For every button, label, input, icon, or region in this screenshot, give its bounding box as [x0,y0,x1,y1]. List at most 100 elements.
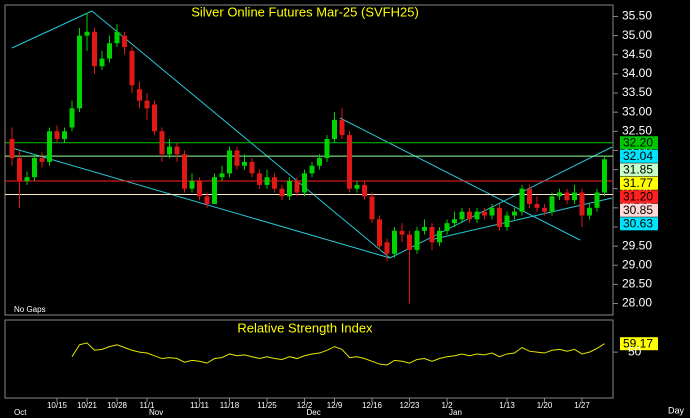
candle-body [437,230,442,243]
candle-body [302,173,307,193]
trendline [389,146,613,259]
candle-body [264,177,270,185]
price-box [620,136,658,150]
annotation: No Gaps [14,305,46,314]
candle-body [497,207,502,227]
candle-body [279,188,285,197]
candle-body [512,211,517,216]
candle-body [504,215,510,227]
candle-body [294,181,300,193]
candle-body [384,242,390,254]
x-tick-label: 12/2 [297,401,313,410]
candle-body [107,43,112,59]
candle-body [549,196,555,212]
y-tick-label: 28.00 [622,296,652,310]
month-label: Nov [149,408,163,417]
candle-body [167,146,172,155]
price-box [620,203,658,217]
candle-body [92,31,97,67]
price-box [620,149,658,163]
chart-title: Silver Online Futures Mar-25 (SVFH25) [191,4,419,19]
candle-body [362,184,367,197]
candle-body [204,196,210,205]
x-tick-label: 10/15 [47,401,68,410]
y-tick-label: 29.00 [622,257,652,271]
candle-body [572,192,577,201]
candle-body [407,234,412,250]
candle-body [159,131,165,155]
candle-body [197,181,202,197]
candle-body [317,158,322,166]
y-tick-label: 34.50 [622,47,652,61]
trendlines [11,10,613,259]
trendline [91,10,391,259]
y-tick-label: 33.00 [622,104,652,118]
x-tick-label: 12/9 [327,401,343,410]
rsi-value-box [620,337,658,351]
candle-body [62,131,67,139]
candle-body [174,146,180,155]
candle-body [489,207,495,216]
candle-body [414,230,420,250]
x-tick-label: 1/27 [574,401,590,410]
candle-body [587,207,592,216]
price-box-label: 32.20 [623,135,653,149]
candle-body [579,192,585,216]
candle-body [467,211,472,220]
candle-body [99,58,105,67]
rsi-value-label: 59.17 [623,336,653,350]
candle-body [144,100,150,109]
y-tick-label: 28.50 [622,277,652,291]
candle-body [527,188,532,205]
x-tick-label: 12/16 [362,401,383,410]
candle-body [114,31,120,44]
candle-body [339,119,345,136]
month-label: Dec [307,408,321,417]
candle-body [324,138,330,159]
candle-body [129,50,135,86]
candle-body [602,159,607,193]
candle-body [227,150,232,174]
candle-body [354,184,360,189]
candle-body [122,35,127,48]
candle-body [77,35,82,109]
month-label: Jan [449,408,462,417]
candle-body [234,150,240,166]
candle-body [47,131,52,162]
price-box [620,176,658,190]
candle-body [249,161,255,174]
candle-body [444,223,450,231]
candle-body [534,204,540,208]
rsi-line [71,342,605,366]
candle-body [474,211,480,220]
price-box [620,217,658,231]
y-tick-label: 29.50 [622,238,652,252]
candle-body [9,138,15,159]
candle-body [332,119,337,139]
y-tick-label: 33.50 [622,85,652,99]
candle-body [54,131,60,139]
candle-body [212,177,217,205]
period-label: Day [668,405,685,415]
candle-body [32,158,37,178]
price-box-label: 31.77 [623,176,653,190]
rsi-title: Relative Strength Index [237,320,373,335]
candle-body [242,161,247,166]
candle-body [137,89,142,101]
candle-body [542,207,547,212]
candle-body [429,226,435,243]
candle-body [557,192,562,197]
candle-body [152,104,157,132]
candle-body [309,165,315,174]
x-tick-label: 11/18 [220,401,240,410]
candle-body [219,173,225,178]
x-tick-label: 1/13 [499,401,515,410]
candle-body [399,230,405,235]
candle-body [392,230,397,254]
x-tick-label: 11/1 [140,401,156,410]
marks [5,12,613,366]
candle-body [422,226,427,231]
candle-body [459,211,465,220]
candle-body [347,135,352,189]
